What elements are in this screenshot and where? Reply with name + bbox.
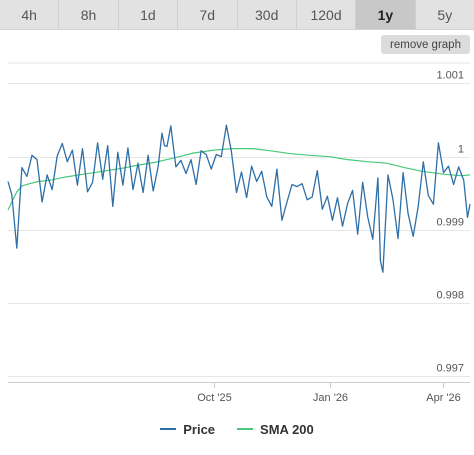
- legend-swatch-sma: [237, 428, 254, 430]
- x-tick-label: Jan '26: [313, 392, 348, 404]
- tab-4h[interactable]: 4h: [0, 0, 60, 29]
- y-tick-label: 0.998: [436, 290, 464, 302]
- sma-200-line: [7, 148, 471, 211]
- price-line: [7, 124, 471, 273]
- legend-label-sma: SMA 200: [260, 421, 314, 437]
- chart-legend: Price SMA 200: [0, 419, 474, 439]
- y-tick-label: 1: [458, 144, 464, 156]
- remove-graph-button[interactable]: remove graph: [381, 35, 470, 54]
- tab-1y[interactable]: 1y: [356, 0, 416, 29]
- y-tick-label: 0.999: [436, 217, 464, 229]
- tab-30d[interactable]: 30d: [238, 0, 297, 29]
- tab-8h[interactable]: 8h: [59, 0, 119, 29]
- legend-item-price[interactable]: Price: [160, 422, 215, 437]
- y-tick-label: 1.001: [436, 70, 464, 82]
- timeframe-tabs: 4h 8h 1d 7d 30d 120d 1y 5y: [0, 0, 474, 30]
- tab-1d[interactable]: 1d: [119, 0, 179, 29]
- tab-7d[interactable]: 7d: [178, 0, 238, 29]
- tab-5y[interactable]: 5y: [437, 6, 453, 23]
- y-tick-label: 0.997: [436, 363, 464, 375]
- x-tick-label: Oct '25: [197, 392, 232, 404]
- legend-label-price: Price: [183, 421, 216, 437]
- tab-120d[interactable]: 120d: [297, 0, 357, 29]
- legend-item-sma[interactable]: SMA 200: [237, 422, 314, 437]
- legend-swatch-price: [160, 428, 177, 430]
- x-tick-label: Apr '26: [426, 392, 461, 404]
